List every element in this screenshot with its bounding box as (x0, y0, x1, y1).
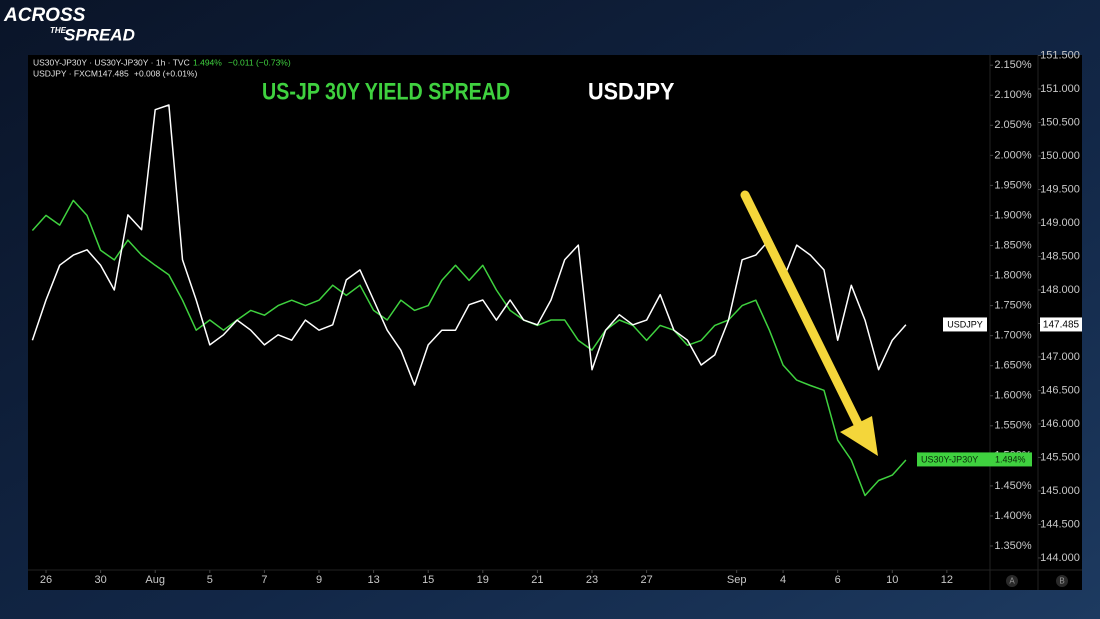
y-tick-label: 1.850% (994, 239, 1032, 251)
y2-tick-label: 150.500 (1040, 116, 1080, 128)
x-tick-label: 7 (261, 574, 267, 586)
x-tick-label: 6 (835, 574, 841, 586)
brand-text: ACROSS (3, 5, 86, 26)
button-bg (1056, 575, 1068, 587)
y2-tick-label: 146.000 (1040, 418, 1080, 430)
x-tick-label: 9 (316, 574, 322, 586)
y-tick-label: 1.800% (994, 269, 1032, 281)
y-tick-label: 1.550% (994, 420, 1032, 432)
y2-tick-label: 146.500 (1040, 384, 1080, 396)
x-tick-label: 19 (477, 574, 489, 586)
y-tick-label: 1.700% (994, 330, 1032, 342)
series-tag-bg (917, 452, 1032, 467)
header-value: 1.494% (193, 57, 222, 67)
brand-text: THE (50, 26, 67, 35)
x-tick-label: Aug (145, 574, 165, 586)
x-tick-label: 5 (207, 574, 213, 586)
x-tick-label: 23 (586, 574, 598, 586)
y2-tick-label: 148.500 (1040, 250, 1080, 262)
brand-text: SPREAD (64, 25, 135, 44)
plot-area: 26 30 Aug 5 7 9 13 15 19 21 23 27 Sep 4 6 10 12 1.350% 1.4… (31, 49, 1082, 586)
y2-tick-label: 147.000 (1040, 351, 1080, 363)
y-tick-label: 2.000% (994, 149, 1032, 161)
y-tick-label: 1.750% (994, 299, 1032, 311)
y2-tick-label: 148.000 (1040, 284, 1080, 296)
header: US30Y-JP30Y · US30Y-JP30Y · 1h · TVC 1.4… (33, 57, 291, 78)
y2-tick-label: 145.000 (1040, 485, 1080, 497)
x-tick-label: 30 (94, 574, 106, 586)
x-tick-label: 27 (640, 574, 652, 586)
x-tick-label: 4 (780, 574, 786, 586)
y-tick-label: 1.900% (994, 209, 1032, 221)
arrow-shaft (740, 190, 863, 429)
header-change: +0.008 (+0.01%) (134, 68, 197, 78)
chart-title: US-JP 30Y YIELD SPREAD (262, 77, 510, 104)
header-text: USDJPY · FXCM (33, 68, 98, 78)
y2-tick-label: 144.500 (1040, 518, 1080, 530)
y-tick-label: 2.050% (994, 119, 1032, 131)
y-tick-label: 1.950% (994, 179, 1032, 191)
button-bg (1006, 575, 1018, 587)
header-value: 147.485 (98, 68, 129, 78)
series-tag-value: 1.494% (995, 454, 1026, 464)
series-tag-value: 147.485 (1043, 320, 1080, 331)
x-tick-label: 26 (40, 574, 52, 586)
series-tag-name: US30Y-JP30Y (921, 454, 978, 464)
y2-tick-label: 149.500 (1040, 183, 1080, 195)
brand-logo: ACROSS THE SPREAD (3, 5, 135, 44)
series-tag-name: USDJPY (947, 319, 983, 329)
scale-button[interactable]: B (1059, 577, 1064, 586)
x-tick-label: 12 (941, 574, 953, 586)
annotation-arrow (740, 190, 878, 456)
y-tick-label: 2.100% (994, 89, 1032, 101)
y-tick-label: 1.600% (994, 390, 1032, 402)
y2-tick-label: 151.000 (1040, 83, 1080, 95)
x-tick-label: 15 (422, 574, 434, 586)
y2-tick-label: 151.500 (1040, 49, 1080, 61)
chart-title: USDJPY (588, 77, 674, 104)
series-line (31, 104, 907, 386)
arrow-head (840, 416, 878, 456)
y2-tick-label: 150.000 (1040, 150, 1080, 162)
x-tick-label: 21 (531, 574, 543, 586)
chart-panel (28, 55, 1082, 590)
header-text: US30Y-JP30Y · US30Y-JP30Y · 1h · TVC (33, 57, 190, 67)
scale-button[interactable]: A (1009, 577, 1015, 586)
y2-tick-label: 144.000 (1040, 552, 1080, 564)
y-tick-label: 1.350% (994, 540, 1032, 552)
series-line (31, 199, 907, 497)
y-tick-label: 1.400% (994, 510, 1032, 522)
y-tick-label: 2.150% (994, 59, 1032, 71)
header-change: −0.011 (−0.73%) (228, 57, 291, 67)
x-tick-label: Sep (727, 574, 747, 586)
y2-tick-label: 149.000 (1040, 217, 1080, 229)
x-tick-label: 13 (367, 574, 379, 586)
series-tag-bg (943, 317, 987, 332)
y-tick-label: 1.450% (994, 480, 1032, 492)
y2-tick-label: 145.500 (1040, 451, 1080, 463)
series-tag-bg (1040, 317, 1082, 332)
x-tick-label: 10 (886, 574, 898, 586)
scale-buttons: A B (1006, 575, 1068, 587)
y-tick-label: 1.650% (994, 360, 1032, 372)
